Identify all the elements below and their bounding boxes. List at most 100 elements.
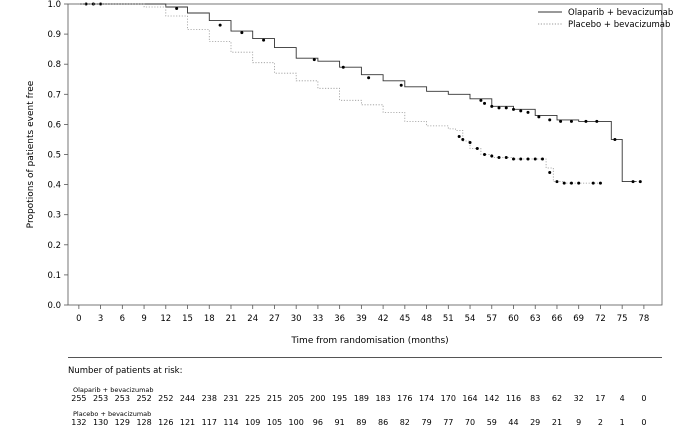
x-tick-label: 42 (378, 314, 389, 324)
censor-mark-olaparib (399, 83, 403, 87)
risk-count: 252 (136, 394, 152, 403)
risk-row-olaparib: 255 253 253 252 252 244 238 231 225 215 205 200 195 1… (0, 394, 698, 406)
risk-count: 195 (331, 394, 348, 403)
censor-mark-olaparib (526, 110, 530, 114)
y-tick-label: 0.9 (47, 30, 61, 40)
censor-mark-olaparib (240, 31, 244, 35)
censor-mark-olaparib (490, 104, 494, 108)
risk-count: 117 (201, 418, 217, 427)
censor-mark-olaparib (631, 180, 635, 184)
risk-count: 91 (334, 418, 345, 427)
y-tick-label: 0.6 (47, 120, 61, 130)
censor-mark-placebo (519, 157, 523, 161)
censor-mark-olaparib (613, 137, 617, 141)
censor-mark-placebo (483, 153, 487, 156)
x-tick-label: 48 (421, 314, 432, 324)
risk-count: 109 (245, 418, 261, 427)
risk-count: 89 (356, 418, 367, 427)
censor-mark-olaparib (341, 65, 345, 69)
censor-mark-olaparib (99, 2, 103, 6)
censor-mark-olaparib (218, 23, 222, 27)
risk-count: 231 (223, 394, 239, 403)
risk-count: 215 (266, 394, 283, 403)
risk-count: 29 (530, 418, 541, 427)
x-axis-title: Time from randomisation (months) (290, 336, 448, 345)
risk-count: 189 (353, 394, 370, 403)
risk-count: 174 (418, 394, 435, 403)
x-tick-label: 75 (617, 314, 628, 324)
censor-mark-placebo (569, 181, 573, 185)
censor-mark-placebo (548, 171, 552, 175)
censor-mark-placebo (591, 181, 595, 185)
y-tick-label: 0.4 (47, 181, 61, 191)
risk-count: 9 (576, 418, 582, 427)
x-tick-label: 36 (334, 314, 345, 324)
x-tick-label: 0 (76, 314, 81, 324)
risk-count: 200 (310, 394, 326, 403)
censor-mark-placebo (504, 156, 508, 160)
x-tick-label: 9 (141, 314, 146, 324)
y-tick-label: 0.5 (47, 151, 61, 161)
censor-mark-olaparib (548, 118, 552, 122)
y-tick-label: 1.0 (47, 0, 61, 10)
risk-count: 82 (399, 418, 410, 427)
x-tick-label: 60 (508, 314, 519, 324)
y-tick-label: 0.7 (47, 90, 61, 100)
risk-count: 142 (484, 394, 500, 403)
risk-count: 183 (375, 394, 391, 403)
x-tick-label: 30 (291, 314, 302, 324)
x-tick-label: 18 (204, 314, 215, 324)
y-axis-title: Propotions of patients event free (26, 80, 36, 228)
y-tick-label: 0.2 (47, 241, 61, 251)
plot-frame (67, 3, 663, 306)
x-tick-label: 45 (399, 314, 410, 324)
risk-count: 96 (312, 418, 323, 427)
x-tick-label: 3 (98, 314, 103, 324)
risk-count: 129 (114, 418, 130, 427)
risk-count: 255 (71, 394, 87, 403)
censor-mark-placebo (598, 181, 602, 185)
censor-mark-olaparib (569, 119, 573, 123)
risk-count: 176 (397, 394, 413, 403)
legend-label-placebo: Placebo + bevacizumab (568, 20, 670, 30)
risk-count: 128 (136, 418, 152, 427)
censor-mark-olaparib (595, 119, 599, 123)
risk-count: 1 (619, 418, 625, 427)
censor-mark-placebo (555, 180, 559, 184)
censor-mark-olaparib (367, 76, 371, 80)
x-tick-label: 72 (595, 314, 606, 324)
risk-count: 83 (530, 394, 541, 403)
censor-mark-olaparib (584, 119, 588, 123)
x-tick-label: 63 (530, 314, 541, 324)
risk-count: 0 (641, 394, 647, 403)
risk-count: 62 (551, 394, 563, 403)
censor-mark-olaparib (497, 106, 501, 110)
risk-count: 86 (378, 418, 389, 427)
risk-count: 77 (443, 418, 454, 427)
censor-mark-olaparib (479, 98, 483, 102)
risk-count: 32 (573, 394, 584, 403)
series-line-olaparib (78, 3, 637, 183)
risk-group-label-olaparib: Olaparib + bevacizumab (73, 386, 154, 394)
censor-mark-placebo (497, 156, 501, 160)
risk-count: 17 (595, 394, 606, 403)
censor-mark-placebo (540, 157, 544, 161)
legend-label-olaparib: Olaparib + bevacizumab (568, 8, 673, 18)
x-tick-label: 24 (247, 314, 258, 324)
risk-group-label-placebo: Placebo + bevacizumab (73, 410, 152, 418)
x-tick-label: 27 (269, 314, 280, 324)
censor-mark-placebo (468, 140, 472, 144)
x-tick-label: 54 (465, 314, 476, 324)
y-tick-label: 0.8 (47, 60, 61, 70)
censor-mark-placebo (457, 134, 461, 138)
x-tick-label: 21 (226, 314, 237, 324)
risk-count: 205 (288, 394, 304, 403)
risk-count: 21 (551, 418, 563, 427)
risk-count: 44 (508, 418, 519, 427)
censor-mark-olaparib (519, 109, 523, 113)
censor-mark-olaparib (262, 38, 266, 42)
censor-mark-olaparib (638, 180, 642, 184)
risk-count: 59 (486, 418, 497, 427)
survival-chart: 0.00.10.20.30.40.50.60.70.80.91.00 3 6 9 12 1… (26, 0, 673, 345)
x-tick-label: 33 (313, 314, 324, 324)
